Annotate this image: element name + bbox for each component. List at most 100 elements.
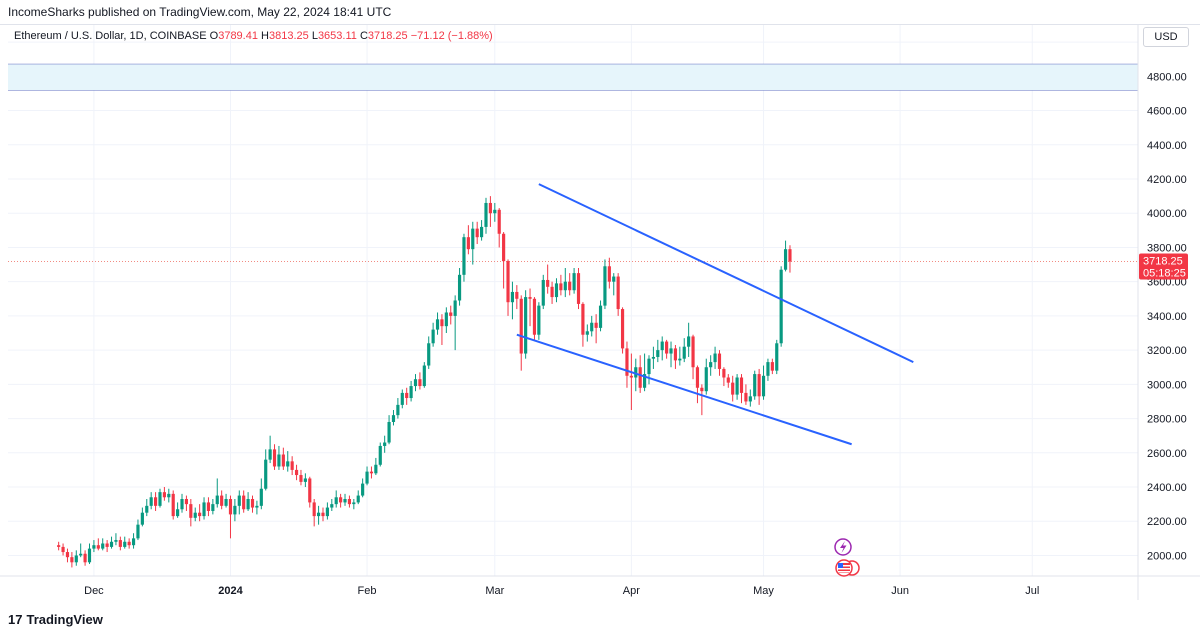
candle[interactable] bbox=[744, 384, 748, 405]
candle[interactable] bbox=[365, 466, 369, 486]
candle[interactable] bbox=[171, 490, 175, 520]
candle[interactable] bbox=[206, 497, 211, 517]
candle[interactable] bbox=[480, 220, 484, 241]
candle[interactable] bbox=[524, 290, 528, 359]
candle[interactable] bbox=[453, 295, 457, 351]
candle[interactable] bbox=[220, 490, 224, 510]
candle[interactable] bbox=[162, 487, 166, 501]
candle[interactable] bbox=[506, 259, 510, 316]
candle[interactable] bbox=[757, 368, 761, 405]
candle[interactable] bbox=[665, 339, 669, 359]
candle[interactable] bbox=[726, 374, 730, 388]
candle[interactable] bbox=[731, 375, 735, 402]
candle[interactable] bbox=[70, 552, 74, 568]
currency-button[interactable]: USD bbox=[1143, 27, 1189, 47]
candle[interactable] bbox=[343, 493, 347, 506]
candle[interactable] bbox=[484, 197, 488, 234]
candle[interactable] bbox=[713, 346, 717, 369]
candle[interactable] bbox=[673, 344, 678, 369]
candle[interactable] bbox=[396, 398, 400, 419]
candle[interactable] bbox=[739, 374, 744, 404]
candle[interactable] bbox=[572, 267, 576, 294]
candle[interactable] bbox=[286, 451, 290, 472]
candle[interactable] bbox=[189, 498, 193, 527]
candle[interactable] bbox=[149, 492, 153, 510]
candle[interactable] bbox=[105, 540, 109, 553]
candle[interactable] bbox=[444, 307, 448, 334]
candle[interactable] bbox=[559, 274, 563, 296]
candle[interactable] bbox=[109, 536, 114, 549]
candle[interactable] bbox=[140, 507, 144, 527]
candle[interactable] bbox=[440, 314, 444, 345]
candle[interactable] bbox=[198, 504, 202, 522]
candle[interactable] bbox=[431, 322, 435, 347]
candle[interactable] bbox=[687, 322, 691, 357]
candle[interactable] bbox=[669, 341, 673, 368]
us-flag-icon[interactable] bbox=[835, 559, 860, 577]
candle[interactable] bbox=[598, 300, 603, 332]
candle[interactable] bbox=[660, 336, 664, 361]
candle[interactable] bbox=[61, 543, 65, 556]
candle[interactable] bbox=[369, 466, 374, 479]
candle[interactable] bbox=[316, 505, 321, 525]
candle[interactable] bbox=[581, 302, 585, 347]
candle[interactable] bbox=[695, 365, 700, 404]
candle[interactable] bbox=[268, 435, 272, 464]
candle[interactable] bbox=[158, 488, 162, 508]
candle[interactable] bbox=[691, 334, 695, 380]
candle[interactable] bbox=[576, 267, 581, 310]
candle[interactable] bbox=[682, 338, 686, 363]
candle[interactable] bbox=[202, 497, 206, 520]
trendline-upper[interactable] bbox=[538, 183, 914, 364]
candle[interactable] bbox=[215, 478, 219, 508]
candle[interactable] bbox=[590, 315, 594, 337]
lightning-icon[interactable] bbox=[834, 538, 852, 556]
candle[interactable] bbox=[299, 469, 303, 486]
candle[interactable] bbox=[748, 389, 752, 407]
candle[interactable] bbox=[717, 350, 722, 376]
candle[interactable] bbox=[114, 533, 118, 546]
candle[interactable] bbox=[656, 339, 660, 363]
candle[interactable] bbox=[272, 444, 277, 470]
candle[interactable] bbox=[502, 232, 506, 289]
candle[interactable] bbox=[515, 285, 519, 310]
candle[interactable] bbox=[127, 538, 131, 549]
candle[interactable] bbox=[374, 457, 378, 476]
candle[interactable] bbox=[435, 312, 440, 335]
candle[interactable] bbox=[519, 295, 523, 371]
candle[interactable] bbox=[422, 362, 426, 388]
candle[interactable] bbox=[409, 380, 413, 402]
candle[interactable] bbox=[334, 490, 338, 508]
candle[interactable] bbox=[607, 257, 611, 289]
candle[interactable] bbox=[145, 498, 149, 517]
candle[interactable] bbox=[383, 435, 387, 453]
candle[interactable] bbox=[308, 476, 312, 508]
candle[interactable] bbox=[330, 498, 334, 511]
candle[interactable] bbox=[563, 267, 567, 298]
candle[interactable] bbox=[228, 495, 233, 539]
resistance-zone[interactable] bbox=[8, 64, 1138, 91]
candle[interactable] bbox=[466, 225, 470, 255]
candle[interactable] bbox=[735, 374, 739, 400]
candle[interactable] bbox=[79, 543, 83, 558]
tradingview-logo[interactable]: 17 TradingView bbox=[8, 613, 103, 627]
candle[interactable] bbox=[96, 538, 100, 551]
candle[interactable] bbox=[704, 358, 708, 395]
candle[interactable] bbox=[352, 498, 356, 510]
candle[interactable] bbox=[620, 307, 625, 354]
candle[interactable] bbox=[387, 415, 391, 445]
candle[interactable] bbox=[294, 464, 299, 481]
candle[interactable] bbox=[550, 281, 554, 304]
candle[interactable] bbox=[457, 267, 462, 306]
candle[interactable] bbox=[783, 240, 788, 272]
candle[interactable] bbox=[250, 495, 255, 513]
candle[interactable] bbox=[541, 274, 545, 310]
candle[interactable] bbox=[722, 367, 726, 387]
candle[interactable] bbox=[290, 456, 294, 476]
candle[interactable] bbox=[775, 339, 779, 375]
candle[interactable] bbox=[788, 245, 792, 273]
candle[interactable] bbox=[264, 449, 268, 491]
candle[interactable] bbox=[101, 538, 105, 551]
candle[interactable] bbox=[378, 442, 382, 467]
